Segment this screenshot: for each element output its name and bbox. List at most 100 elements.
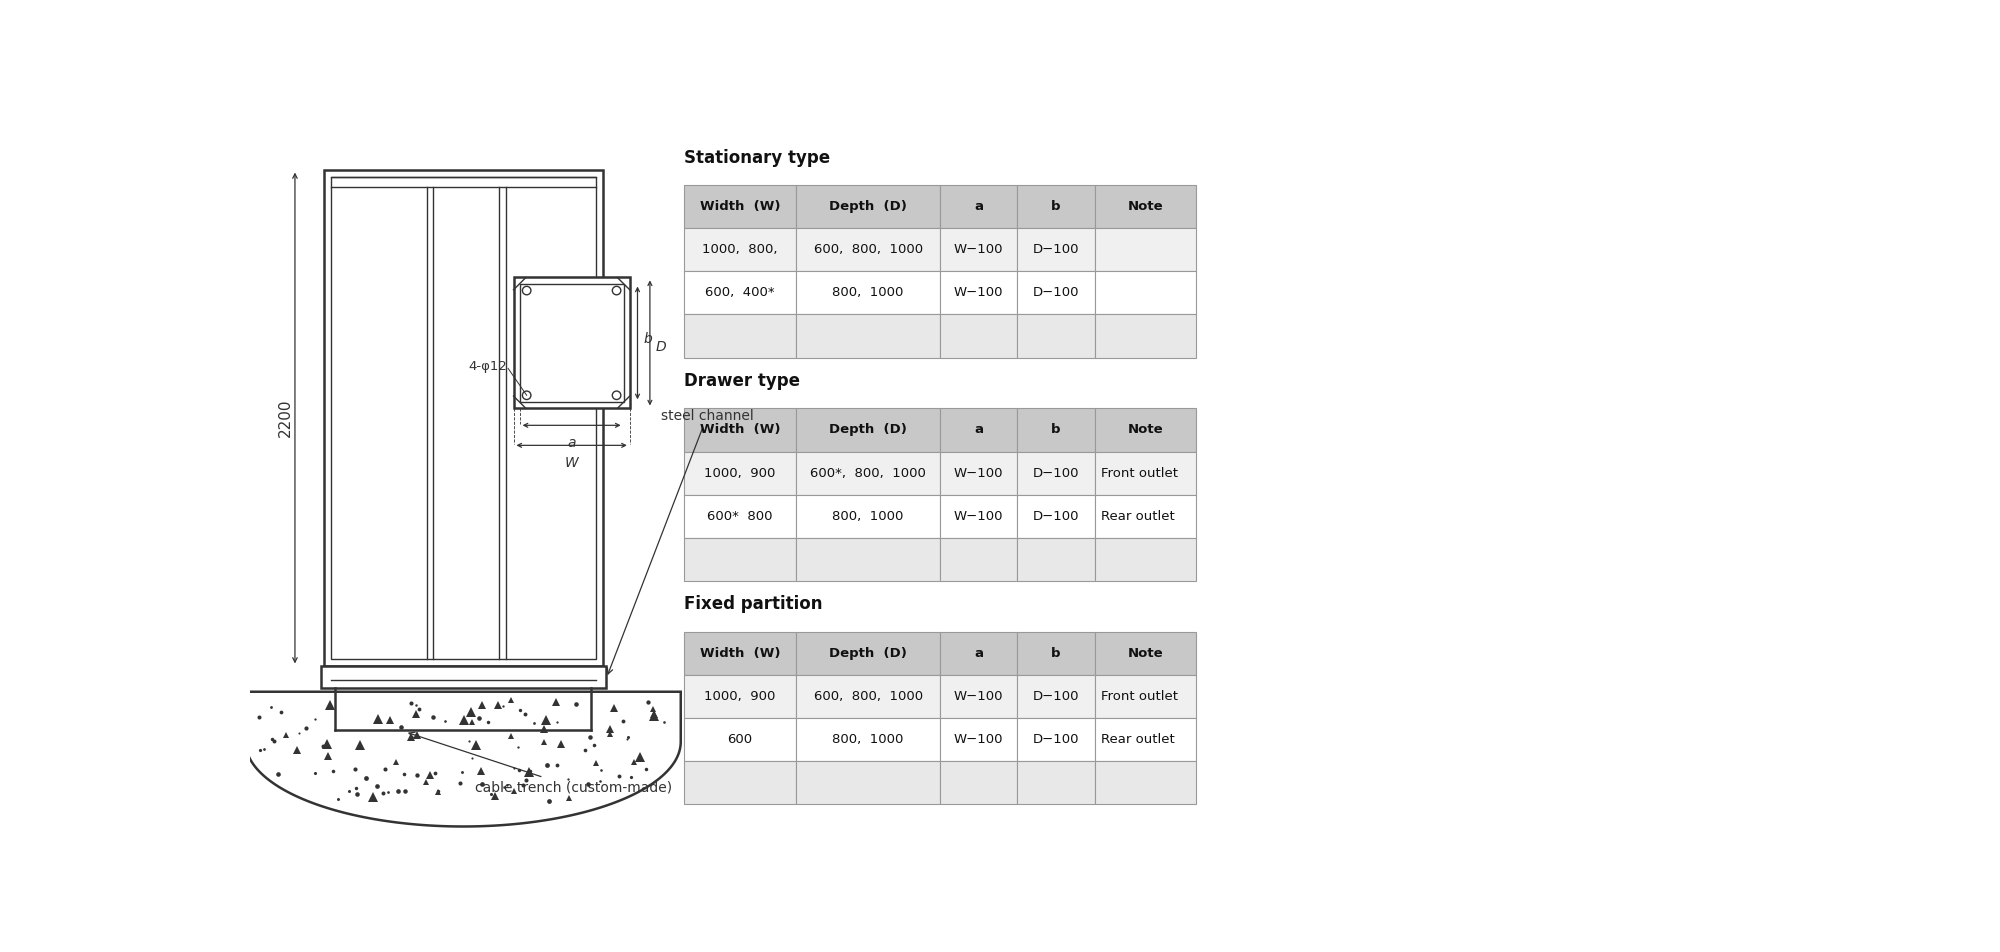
Text: Front outlet: Front outlet	[1100, 466, 1178, 480]
Bar	[940, 632, 1018, 675]
Bar	[514, 277, 630, 408]
Text: Rear outlet: Rear outlet	[1100, 509, 1174, 523]
Text: 600,  800,  1000: 600, 800, 1000	[814, 690, 922, 703]
Bar	[684, 718, 796, 761]
Text: D−100: D−100	[1032, 733, 1080, 746]
Bar	[330, 177, 596, 660]
Text: D−100: D−100	[1032, 244, 1080, 256]
Bar	[684, 451, 796, 495]
Text: Width  (W): Width (W)	[700, 424, 780, 436]
Bar	[684, 495, 796, 538]
Text: W−100: W−100	[954, 690, 1004, 703]
Text: Rear outlet: Rear outlet	[1100, 733, 1174, 746]
Bar	[796, 675, 940, 718]
Bar	[1094, 314, 1196, 358]
Text: Depth  (D): Depth (D)	[830, 200, 908, 213]
Bar	[940, 314, 1018, 358]
Bar	[684, 314, 796, 358]
Text: 600,  800,  1000: 600, 800, 1000	[814, 244, 922, 256]
Bar	[796, 451, 940, 495]
Bar	[1018, 632, 1094, 675]
Bar	[1094, 718, 1196, 761]
Bar	[1018, 538, 1094, 581]
Bar	[796, 538, 940, 581]
Bar	[940, 718, 1018, 761]
Text: Note: Note	[1128, 646, 1162, 660]
Text: W−100: W−100	[954, 287, 1004, 299]
Text: W: W	[564, 456, 578, 470]
Bar	[1018, 495, 1094, 538]
Bar	[684, 675, 796, 718]
Bar	[796, 314, 940, 358]
Bar	[1094, 408, 1196, 451]
Text: Width  (W): Width (W)	[700, 646, 780, 660]
Text: steel channel: steel channel	[608, 409, 754, 674]
Bar	[684, 538, 796, 581]
Bar	[796, 228, 940, 271]
Text: D−100: D−100	[1032, 509, 1080, 523]
Text: W−100: W−100	[954, 733, 1004, 746]
Bar	[1018, 675, 1094, 718]
Text: 1000,  900: 1000, 900	[704, 466, 776, 480]
Text: Front outlet: Front outlet	[1100, 690, 1178, 703]
Text: D−100: D−100	[1032, 690, 1080, 703]
Bar	[684, 185, 796, 228]
Bar	[1018, 408, 1094, 451]
Text: 600,  400*: 600, 400*	[706, 287, 776, 299]
Bar	[1094, 495, 1196, 538]
Bar	[796, 718, 940, 761]
Bar	[1094, 185, 1196, 228]
Bar	[940, 408, 1018, 451]
Text: Width  (W): Width (W)	[700, 200, 780, 213]
Bar	[796, 185, 940, 228]
Bar	[324, 169, 602, 666]
Text: 600*,  800,  1000: 600*, 800, 1000	[810, 466, 926, 480]
Polygon shape	[246, 692, 680, 826]
Text: 600: 600	[728, 733, 752, 746]
Bar	[940, 761, 1018, 804]
Bar	[320, 666, 606, 688]
Text: Stationary type: Stationary type	[684, 149, 830, 167]
Bar	[796, 271, 940, 314]
Bar	[1018, 228, 1094, 271]
Text: a: a	[974, 424, 984, 436]
Text: 800,  1000: 800, 1000	[832, 733, 904, 746]
Bar	[1094, 228, 1196, 271]
Bar	[940, 451, 1018, 495]
Bar	[684, 271, 796, 314]
Bar	[940, 185, 1018, 228]
Text: 800,  1000: 800, 1000	[832, 287, 904, 299]
Text: D: D	[656, 340, 666, 354]
Bar	[1094, 538, 1196, 581]
Text: Note: Note	[1128, 424, 1162, 436]
Text: a: a	[974, 200, 984, 213]
Bar	[796, 408, 940, 451]
Bar	[796, 761, 940, 804]
Bar	[1018, 761, 1094, 804]
Bar	[940, 495, 1018, 538]
Text: cable trench (custom-made): cable trench (custom-made)	[408, 732, 672, 794]
Bar	[684, 408, 796, 451]
Bar	[940, 538, 1018, 581]
Bar	[520, 284, 624, 403]
Text: 2200: 2200	[278, 399, 294, 437]
Bar	[1094, 451, 1196, 495]
Text: 1000,  800,: 1000, 800,	[702, 244, 778, 256]
Text: Depth  (D): Depth (D)	[830, 646, 908, 660]
Text: 600*  800: 600* 800	[708, 509, 772, 523]
Text: Drawer type: Drawer type	[684, 372, 800, 390]
Bar	[1094, 675, 1196, 718]
Bar	[796, 495, 940, 538]
Bar	[1018, 314, 1094, 358]
Bar	[796, 632, 940, 675]
Bar	[1094, 271, 1196, 314]
Text: Fixed partition: Fixed partition	[684, 595, 822, 613]
Bar	[1018, 451, 1094, 495]
Text: Note: Note	[1128, 200, 1162, 213]
Bar	[1094, 761, 1196, 804]
Text: b: b	[644, 332, 652, 347]
Text: D−100: D−100	[1032, 287, 1080, 299]
Bar	[1018, 271, 1094, 314]
Bar	[1018, 718, 1094, 761]
Text: a: a	[568, 436, 576, 450]
